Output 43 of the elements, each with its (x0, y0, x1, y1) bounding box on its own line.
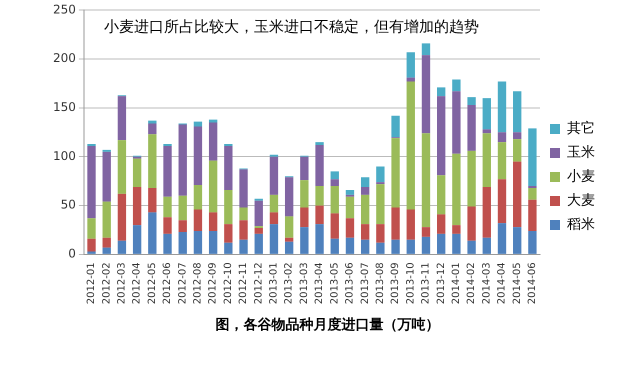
x-tick-label: 2013-07 (360, 262, 371, 304)
x-tick-label: 2014-01 (450, 262, 462, 304)
x-tick-label: 2012-02 (101, 262, 112, 304)
x-tick-label: 2012-08 (192, 262, 204, 304)
x-tick-label: 2012-10 (222, 262, 234, 304)
legend-label: 大麦 (567, 192, 595, 209)
x-tick-label: 2012-09 (208, 262, 219, 304)
x-tick-label: 2013-04 (314, 262, 326, 304)
x-tick-label: 2012-11 (238, 262, 250, 304)
legend-label: 小麦 (567, 168, 595, 185)
x-tick-label: 2012-06 (162, 262, 174, 304)
x-tick-label: 2012-03 (116, 262, 128, 304)
legend-label: 其它 (567, 120, 595, 137)
x-tick-label: 2012-12 (253, 262, 264, 304)
y-tick-label: 0 (68, 246, 76, 261)
x-tick-label: 2013-02 (284, 262, 295, 304)
x-tick-label: 2013-03 (298, 262, 310, 304)
y-tick-label: 200 (53, 51, 76, 66)
x-tick-label: 2013-08 (374, 262, 386, 304)
x-tick-label: 2014-05 (512, 262, 523, 304)
x-tick-label: 2012-04 (132, 262, 143, 304)
x-tick-label: 2012-05 (146, 262, 158, 304)
x-tick-label: 2012-07 (177, 262, 188, 304)
x-tick-label: 2013-12 (436, 262, 447, 304)
x-tick-label: 2013-10 (405, 262, 416, 304)
legend-label: 稻米 (567, 216, 595, 233)
x-tick-label: 2014-04 (496, 262, 508, 304)
legend-label: 玉米 (567, 144, 595, 161)
y-tick-label: 100 (53, 148, 76, 163)
x-tick-label: 2014-03 (481, 262, 492, 304)
x-tick-label: 2013-05 (329, 262, 340, 304)
y-tick-label: 250 (53, 2, 76, 16)
annotation: 小麦进口所占比较大，玉米进口不稳定，但有增加的趋势 (104, 18, 479, 36)
y-tick-label: 50 (60, 198, 76, 212)
x-tick-label: 2013-11 (420, 262, 432, 304)
text: 图，各谷物品种月度进口量（万吨） (216, 316, 440, 334)
x-tick-label: 2013-09 (390, 262, 402, 304)
x-tick-label: 2012-01 (86, 262, 98, 304)
x-tick-label: 2013-06 (344, 262, 356, 304)
y-tick-label: 150 (53, 100, 76, 114)
x-tick-label: 2014-06 (526, 262, 538, 304)
x-tick-label: 2014-02 (466, 262, 478, 304)
x-tick-label: 2013-01 (268, 262, 280, 304)
